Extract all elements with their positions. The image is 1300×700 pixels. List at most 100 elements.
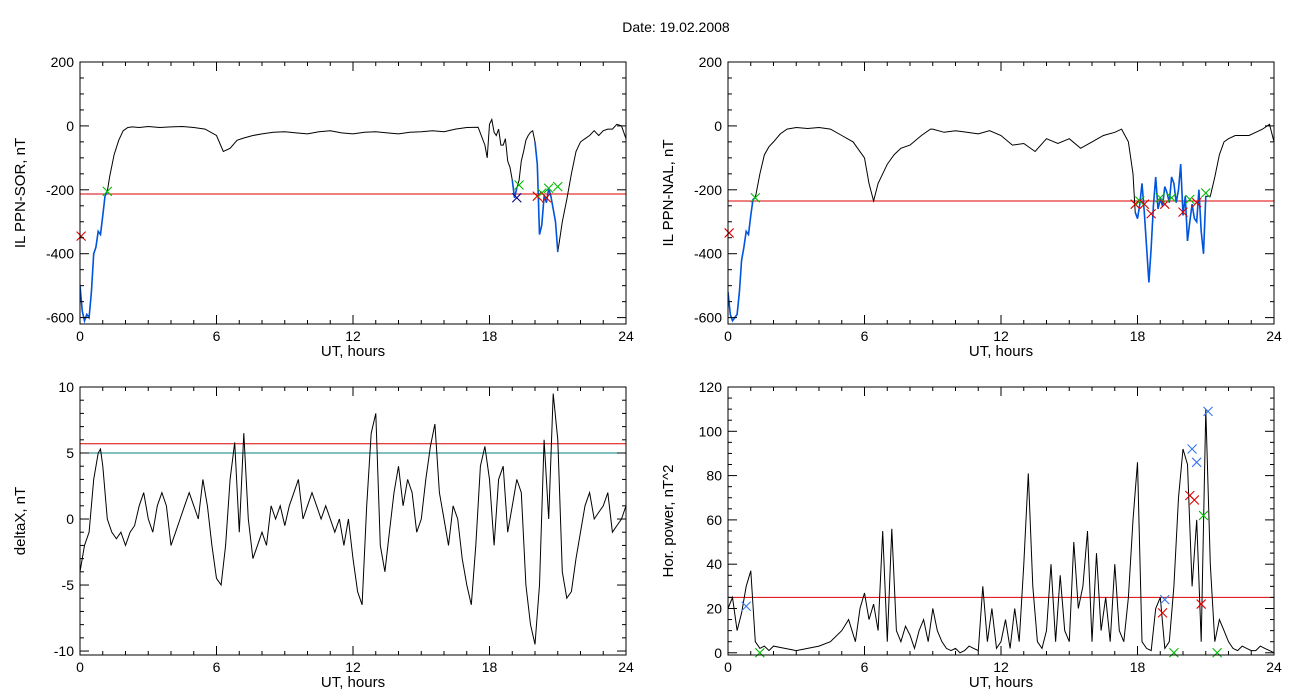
y-tick-label: 100 [699,423,723,439]
marker-7 [543,183,554,194]
y-tick-label: 0 [66,118,74,134]
x-axis-title: UT, hours [321,674,385,691]
x-tick-label: 18 [482,328,498,344]
x-tick-label: 6 [213,659,221,675]
marker-0 [76,231,87,242]
marker-8 [552,181,563,192]
panel-hor-power: 0 6 12 18 24 0 20 40 60 80 100 120 UT, hours Hor. pow… [660,379,1282,691]
marker-6 [541,192,552,203]
y-tick-label: -400 [694,246,722,262]
y-tick-label: -200 [46,182,74,198]
y-tick-label: 10 [58,379,74,395]
y-tick-label: 0 [66,511,74,527]
y-tick-label: 200 [51,54,75,70]
substorm-segment-0 [728,197,756,323]
y-tick-label: 0 [714,645,722,661]
y-tick-label: 5 [66,445,74,461]
y-axis-title: IL PPN-NAL, nT [660,140,677,247]
marker-3 [514,180,524,190]
marker-3 [1187,444,1197,454]
y-tick-label: -400 [46,246,74,262]
x-tick-label: 0 [724,328,732,344]
substorm-segment-2 [534,141,559,253]
plot-frame [727,61,1275,325]
y-tick-label: -10 [54,643,74,659]
marker-1 [750,192,761,203]
x-axis-title: UT, hours [321,343,385,360]
y-tick-label: 20 [706,600,722,616]
y-axis-title: IL PPN-SOR, nT [12,138,29,248]
marker-9 [1203,406,1213,417]
x-axis-title: UT, hours [969,343,1033,360]
marker-11 [1169,647,1179,658]
marker-12 [1200,188,1211,198]
x-tick-label: 24 [1266,328,1282,344]
x-tick-label: 24 [618,328,634,344]
substorm-segment-0 [80,191,109,324]
marker-9 [1178,207,1188,218]
panel-ppn-nal: 0 6 12 18 24 -600 -400 -200 0 200 UT, hours IL PPN-… [660,54,1282,360]
panel-ppn-sor: 0 6 12 18 24 -600 -400 -200 0 200 UT, hours IL PPN-… [12,54,634,360]
x-tick-label: 24 [1266,659,1282,675]
series-line [80,117,626,323]
x-tick-label: 12 [993,659,1009,675]
marker-8 [1196,599,1207,609]
marker-7 [1198,510,1209,521]
x-tick-label: 18 [482,659,498,675]
y-tick-label: -600 [46,310,74,326]
substorm-segment-1 [1134,164,1207,283]
panel-deltax: 0 6 12 18 24 -10 -5 0 5 10 UT, hours deltaX, nT [12,379,634,691]
series-line [728,409,1274,654]
marker-2 [511,192,522,203]
y-axis-title: deltaX, nT [12,487,29,555]
marker-1 [1159,594,1170,605]
x-tick-label: 6 [861,328,869,344]
y-tick-label: -200 [694,182,722,198]
x-tick-label: 6 [213,328,221,344]
marker-11 [1191,197,1202,208]
x-tick-label: 18 [1130,659,1146,675]
marker-6 [1189,495,1200,505]
y-tick-label: 40 [706,556,722,572]
marker-10 [1184,194,1195,205]
x-tick-label: 0 [76,659,84,675]
substorm-segment-1 [511,180,518,198]
y-tick-label: -600 [694,310,722,326]
marker-4 [1191,457,1202,468]
marker-0 [724,228,735,238]
marker-1 [102,186,113,197]
marker-8 [1166,192,1177,203]
marker-3 [1134,196,1145,206]
x-tick-label: 0 [724,659,732,675]
x-tick-label: 12 [345,659,361,675]
marker-0 [741,601,752,612]
x-tick-label: 0 [76,328,84,344]
marker-6 [1155,192,1166,203]
y-tick-label: 0 [714,118,722,134]
x-tick-label: 6 [861,659,869,675]
x-tick-label: 24 [618,659,634,675]
marker-4 [1139,199,1150,210]
y-tick-label: -5 [62,577,75,593]
marker-2 [1130,199,1141,210]
x-tick-label: 12 [345,328,361,344]
marker-5 [1146,208,1157,219]
plot-frame [79,61,627,325]
y-tick-label: 120 [699,379,723,395]
plot-frame [79,386,627,656]
series-line [80,393,626,645]
marker-12 [1212,647,1223,658]
marker-2 [1157,608,1168,618]
y-tick-label: 80 [706,468,722,484]
y-axis-title: Hor. power, nT^2 [660,465,677,578]
marker-4 [532,191,543,202]
x-tick-label: 18 [1130,328,1146,344]
marker-10 [754,647,765,658]
y-tick-label: 200 [699,54,723,70]
figure-title: Date: 19.02.2008 [622,19,730,35]
series-line [728,123,1274,322]
x-tick-label: 12 [993,328,1009,344]
y-tick-label: 60 [706,512,722,528]
plot-frame [727,386,1275,656]
